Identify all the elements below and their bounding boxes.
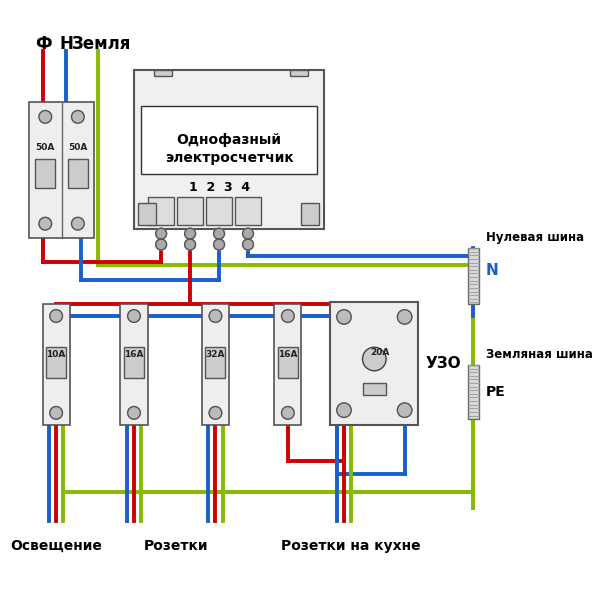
Circle shape [50, 309, 62, 323]
Bar [35, 159, 55, 188]
Circle shape [242, 228, 253, 239]
Circle shape [242, 239, 253, 250]
Circle shape [128, 309, 140, 323]
Bar [278, 347, 298, 378]
Bar [290, 69, 308, 76]
Bar [205, 347, 226, 378]
Bar [137, 203, 155, 225]
Bar [148, 197, 174, 225]
Bar [154, 69, 172, 76]
Bar [124, 347, 144, 378]
Circle shape [281, 309, 294, 323]
Circle shape [155, 239, 167, 250]
Bar [362, 383, 386, 395]
Text: N: N [486, 263, 499, 278]
Circle shape [128, 406, 140, 419]
Bar [206, 197, 232, 225]
Bar [121, 304, 148, 425]
Bar [43, 304, 70, 425]
Bar [29, 102, 94, 238]
Circle shape [397, 403, 412, 418]
Text: 32A: 32A [206, 349, 225, 359]
Circle shape [214, 228, 224, 239]
Circle shape [209, 406, 222, 419]
Text: 16A: 16A [278, 349, 298, 359]
Text: Освещение: Освещение [10, 539, 102, 553]
Circle shape [214, 239, 224, 250]
Circle shape [155, 228, 167, 239]
Bar [68, 159, 88, 188]
Text: PE: PE [486, 385, 506, 399]
Circle shape [185, 239, 196, 250]
Circle shape [362, 347, 386, 371]
Text: Нулевая шина: Нулевая шина [486, 230, 584, 244]
Bar [235, 197, 261, 225]
Circle shape [39, 217, 52, 230]
Text: 20A: 20A [370, 347, 389, 357]
Bar [301, 203, 319, 225]
Circle shape [71, 217, 84, 230]
Bar [468, 248, 479, 304]
Text: Однофазный: Однофазный [176, 134, 281, 147]
Circle shape [209, 309, 222, 323]
Text: Н: Н [59, 36, 73, 53]
Text: Земляная шина: Земляная шина [486, 347, 593, 361]
Bar [46, 347, 66, 378]
Circle shape [397, 309, 412, 324]
Text: Розетки: Розетки [143, 539, 208, 553]
Text: электросчетчик: электросчетчик [164, 151, 293, 165]
Circle shape [185, 228, 196, 239]
Circle shape [337, 403, 351, 418]
Text: 1  2  3  4: 1 2 3 4 [190, 181, 251, 194]
Text: 10A: 10A [46, 349, 66, 359]
Text: 16A: 16A [124, 349, 144, 359]
Text: 50A: 50A [68, 143, 88, 152]
Text: Ф: Ф [35, 36, 52, 53]
Circle shape [39, 110, 52, 123]
Bar [468, 365, 479, 419]
Text: 50A: 50A [35, 143, 55, 152]
Text: Земля: Земля [71, 36, 131, 53]
Circle shape [71, 110, 84, 123]
Circle shape [50, 406, 62, 419]
Bar [134, 69, 324, 229]
Circle shape [281, 406, 294, 419]
Text: УЗО: УЗО [425, 356, 461, 371]
Bar [274, 304, 301, 425]
Bar [202, 304, 229, 425]
Bar [178, 197, 203, 225]
Bar [141, 106, 317, 174]
Circle shape [337, 309, 351, 324]
Text: Розетки на кухне: Розетки на кухне [281, 539, 421, 553]
Bar [331, 302, 418, 425]
